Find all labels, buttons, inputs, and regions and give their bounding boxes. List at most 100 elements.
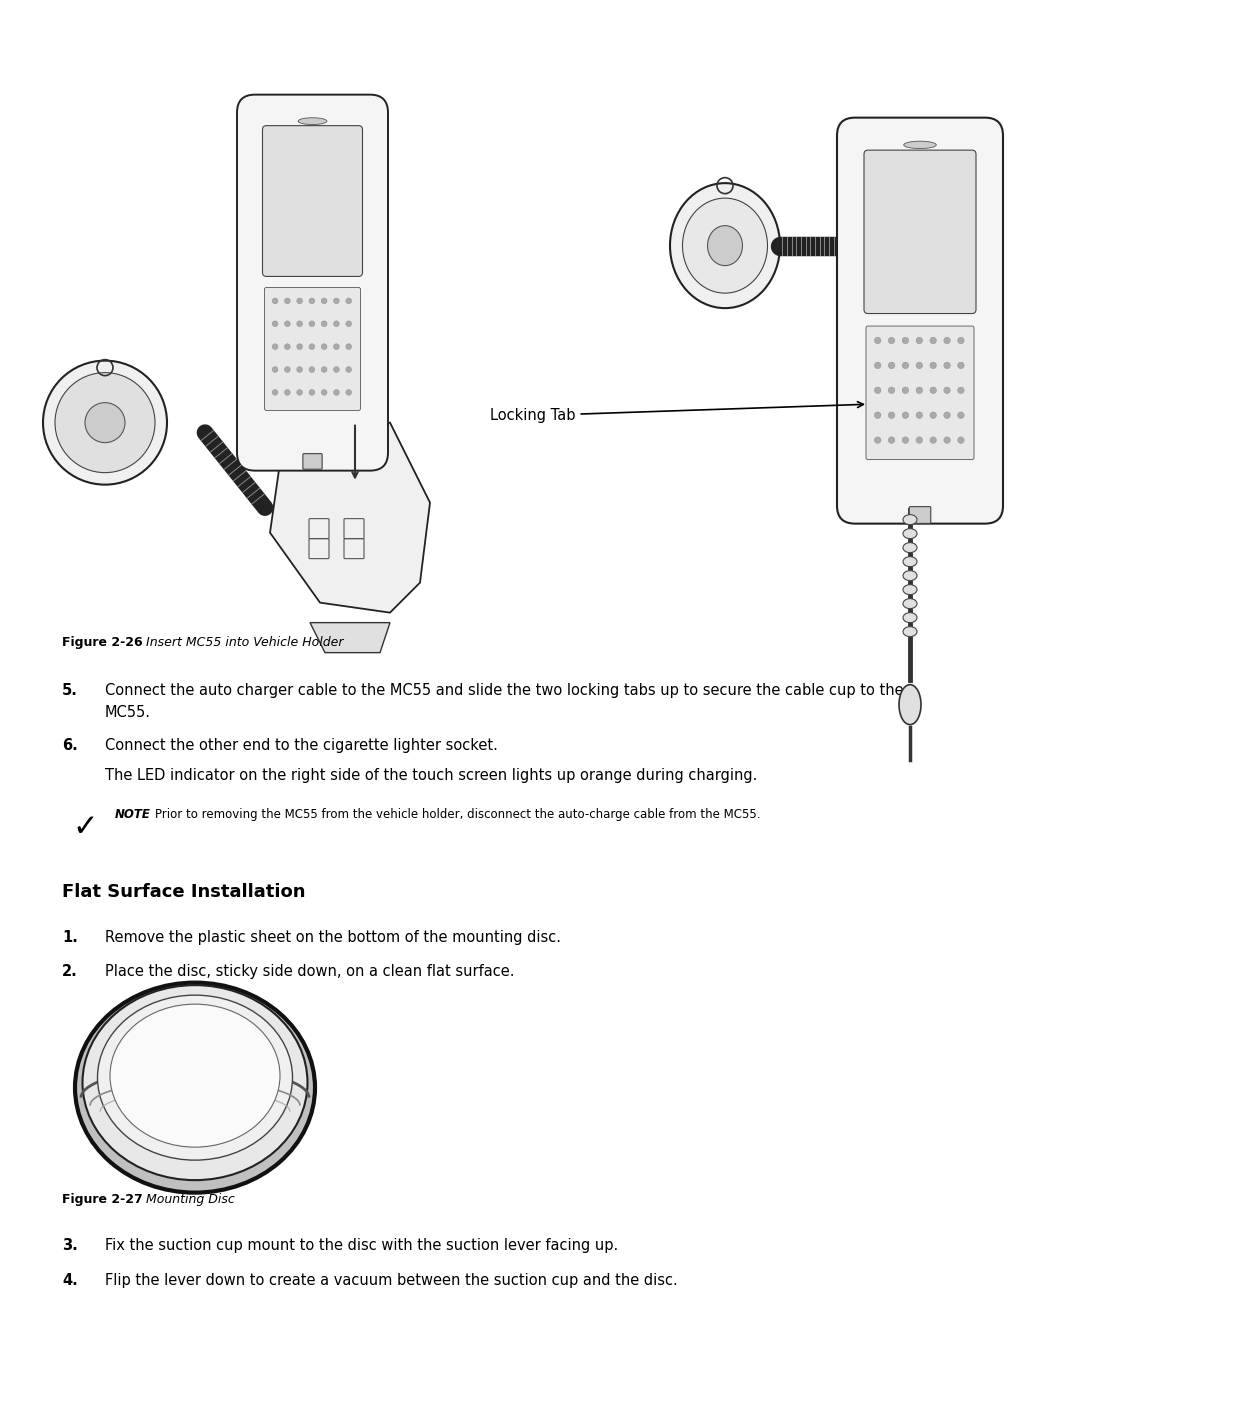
Circle shape xyxy=(903,338,909,343)
Circle shape xyxy=(296,389,303,395)
Circle shape xyxy=(273,367,278,373)
Circle shape xyxy=(86,402,125,443)
Text: Fix the suction cup mount to the disc with the suction lever facing up.: Fix the suction cup mount to the disc wi… xyxy=(105,1237,619,1252)
Circle shape xyxy=(296,321,303,326)
Circle shape xyxy=(273,298,278,304)
Ellipse shape xyxy=(682,198,768,293)
Ellipse shape xyxy=(670,184,780,308)
Circle shape xyxy=(888,361,895,368)
Circle shape xyxy=(309,343,315,349)
Circle shape xyxy=(888,387,895,394)
Circle shape xyxy=(296,343,303,349)
Circle shape xyxy=(309,389,315,395)
FancyBboxPatch shape xyxy=(866,326,973,460)
Text: NOTE: NOTE xyxy=(115,807,151,821)
Circle shape xyxy=(309,367,315,373)
Circle shape xyxy=(284,298,290,304)
Circle shape xyxy=(916,338,923,343)
Ellipse shape xyxy=(904,142,936,149)
Ellipse shape xyxy=(74,982,315,1192)
Circle shape xyxy=(957,361,965,368)
Circle shape xyxy=(930,412,936,419)
Text: Flip the lever down to create a vacuum between the suction cup and the disc.: Flip the lever down to create a vacuum b… xyxy=(105,1272,678,1288)
Text: 6.: 6. xyxy=(62,738,78,752)
Circle shape xyxy=(944,387,950,394)
Circle shape xyxy=(321,343,327,349)
Circle shape xyxy=(957,338,965,343)
Circle shape xyxy=(321,389,327,395)
Circle shape xyxy=(309,298,315,304)
Circle shape xyxy=(874,361,880,368)
Circle shape xyxy=(284,321,290,326)
Circle shape xyxy=(346,343,352,349)
Circle shape xyxy=(55,373,155,472)
Ellipse shape xyxy=(903,626,918,636)
Circle shape xyxy=(903,437,909,443)
Circle shape xyxy=(916,437,923,443)
Circle shape xyxy=(957,387,965,394)
Circle shape xyxy=(273,389,278,395)
Text: Place the disc, sticky side down, on a clean flat surface.: Place the disc, sticky side down, on a c… xyxy=(105,964,515,979)
Circle shape xyxy=(334,389,340,395)
Ellipse shape xyxy=(708,226,743,266)
Circle shape xyxy=(334,367,340,373)
Circle shape xyxy=(930,361,936,368)
Polygon shape xyxy=(310,622,391,653)
Circle shape xyxy=(888,338,895,343)
Circle shape xyxy=(284,367,290,373)
Circle shape xyxy=(957,412,965,419)
Circle shape xyxy=(903,412,909,419)
Circle shape xyxy=(346,321,352,326)
Text: The LED indicator on the right side of the touch screen lights up orange during : The LED indicator on the right side of t… xyxy=(105,768,758,783)
FancyBboxPatch shape xyxy=(263,126,362,276)
Circle shape xyxy=(903,387,909,394)
Ellipse shape xyxy=(903,598,918,608)
Circle shape xyxy=(888,437,895,443)
Text: Figure 2-26: Figure 2-26 xyxy=(62,636,143,649)
Circle shape xyxy=(944,338,950,343)
Text: Locking Tab: Locking Tab xyxy=(490,402,863,423)
Ellipse shape xyxy=(110,1005,280,1147)
Circle shape xyxy=(346,389,352,395)
Text: Flat Surface Installation: Flat Surface Installation xyxy=(62,883,305,901)
Circle shape xyxy=(321,367,327,373)
Ellipse shape xyxy=(899,685,921,724)
Text: MC55.: MC55. xyxy=(105,705,151,720)
Circle shape xyxy=(957,437,965,443)
Circle shape xyxy=(273,343,278,349)
Ellipse shape xyxy=(903,570,918,580)
FancyBboxPatch shape xyxy=(909,507,931,524)
Circle shape xyxy=(346,367,352,373)
Ellipse shape xyxy=(903,542,918,552)
Circle shape xyxy=(944,437,950,443)
Text: 2.: 2. xyxy=(62,964,78,979)
Circle shape xyxy=(296,367,303,373)
Polygon shape xyxy=(849,210,905,280)
Circle shape xyxy=(874,338,880,343)
Ellipse shape xyxy=(98,995,293,1160)
Text: 3.: 3. xyxy=(62,1237,78,1252)
Text: ✓: ✓ xyxy=(72,813,98,842)
Ellipse shape xyxy=(903,612,918,622)
Text: Connect the auto charger cable to the MC55 and slide the two locking tabs up to : Connect the auto charger cable to the MC… xyxy=(105,682,904,698)
Text: 1.: 1. xyxy=(62,930,78,944)
Text: Connect the other end to the cigarette lighter socket.: Connect the other end to the cigarette l… xyxy=(105,738,498,752)
Circle shape xyxy=(916,361,923,368)
Circle shape xyxy=(874,387,880,394)
Ellipse shape xyxy=(903,514,918,524)
Ellipse shape xyxy=(903,584,918,594)
Circle shape xyxy=(334,321,340,326)
Circle shape xyxy=(296,298,303,304)
Text: Prior to removing the MC55 from the vehicle holder, disconnect the auto-charge c: Prior to removing the MC55 from the vehi… xyxy=(155,807,760,821)
Circle shape xyxy=(321,321,327,326)
Polygon shape xyxy=(270,423,430,612)
Circle shape xyxy=(334,298,340,304)
Ellipse shape xyxy=(903,556,918,566)
Circle shape xyxy=(284,389,290,395)
FancyBboxPatch shape xyxy=(237,95,388,471)
Text: Remove the plastic sheet on the bottom of the mounting disc.: Remove the plastic sheet on the bottom o… xyxy=(105,930,560,944)
FancyBboxPatch shape xyxy=(264,287,361,410)
Circle shape xyxy=(284,343,290,349)
Ellipse shape xyxy=(903,528,918,538)
Circle shape xyxy=(930,338,936,343)
